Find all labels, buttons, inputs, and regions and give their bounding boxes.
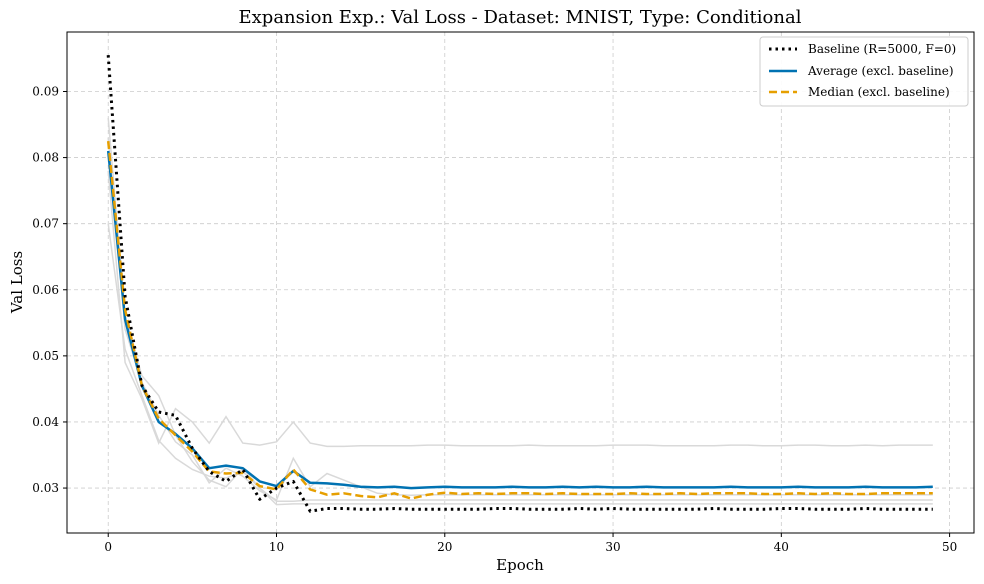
x-tick-label: 30 bbox=[605, 540, 620, 554]
y-tick-label: 0.04 bbox=[32, 415, 59, 429]
x-tick-label: 0 bbox=[104, 540, 112, 554]
legend-label-median: Median (excl. baseline) bbox=[808, 85, 950, 99]
background-run-line-1 bbox=[107, 223, 933, 506]
x-tick-label: 50 bbox=[942, 540, 957, 554]
x-axis-label: Epoch bbox=[496, 556, 544, 574]
series-line-1 bbox=[106, 150, 933, 490]
legend-label-baseline: Baseline (R=5000, F=0) bbox=[808, 42, 956, 56]
y-tick-label: 0.07 bbox=[32, 217, 59, 231]
y-tick-label: 0.08 bbox=[32, 151, 59, 165]
y-tick-label: 0.05 bbox=[32, 349, 59, 363]
x-tick-label: 10 bbox=[269, 540, 284, 554]
background-run-line-2 bbox=[107, 137, 933, 502]
x-tick-label: 20 bbox=[437, 540, 452, 554]
y-tick-label: 0.09 bbox=[32, 84, 59, 98]
legend-label-average: Average (excl. baseline) bbox=[807, 64, 954, 78]
series-line-0 bbox=[106, 54, 933, 513]
legend: Baseline (R=5000, F=0) Average (excl. ba… bbox=[759, 36, 969, 107]
background-run-line-0 bbox=[107, 170, 933, 448]
x-axis-ticks: 0 10 20 30 40 50 bbox=[104, 533, 957, 554]
y-tick-label: 0.03 bbox=[32, 481, 59, 495]
y-axis-label: Val Loss bbox=[8, 251, 26, 314]
chart-title: Expansion Exp.: Val Loss - Dataset: MNIS… bbox=[239, 7, 802, 28]
series-lines bbox=[106, 54, 933, 513]
y-axis-ticks: 0.03 0.04 0.05 0.06 0.07 0.08 0.09 bbox=[32, 84, 67, 495]
y-tick-label: 0.06 bbox=[32, 283, 59, 297]
legend-box bbox=[759, 36, 969, 107]
plot-frame bbox=[66, 31, 975, 534]
x-tick-label: 40 bbox=[774, 540, 789, 554]
